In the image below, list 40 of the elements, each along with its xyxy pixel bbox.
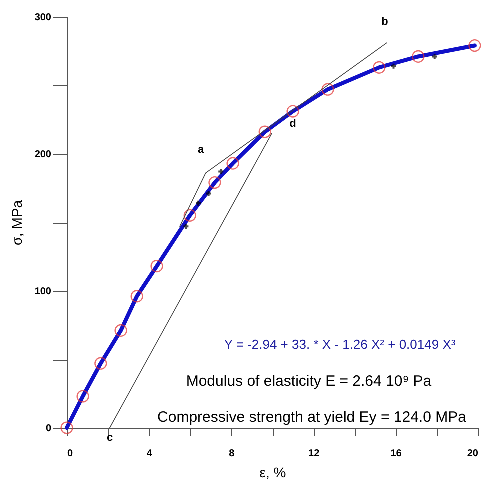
point [373, 61, 386, 74]
point [208, 176, 222, 190]
point [94, 357, 108, 370]
point [322, 83, 334, 96]
point [184, 224, 189, 230]
annotation: Compressive strength at yield Ey = 124.0 MPa [158, 409, 468, 426]
point [468, 39, 482, 52]
y-tick-label: 100 [34, 286, 52, 298]
x-tick-label: 16 [390, 448, 402, 460]
annotation: a [198, 144, 205, 156]
point [196, 200, 202, 206]
point [76, 390, 90, 403]
x-tick-label: 20 [467, 448, 479, 460]
annotation: d [290, 118, 296, 130]
point [114, 324, 128, 338]
annotation: Y = -2.94 + 33. * X - 1.26 X² + 0.0149 X³ [224, 337, 456, 352]
point [130, 290, 144, 303]
y-axis-title: σ, MPa [8, 200, 25, 246]
point [226, 157, 240, 170]
x-tick-label: 4 [146, 448, 153, 460]
point [286, 105, 300, 118]
point [258, 126, 272, 138]
point [412, 50, 425, 64]
point [184, 209, 196, 222]
x-tick-label: 12 [308, 448, 320, 460]
point [206, 191, 212, 196]
annotation: Modulus of elasticity E = 2.64 10⁹ Pa [186, 373, 432, 390]
x-tick-label: 8 [229, 448, 236, 460]
point [60, 422, 74, 434]
point [391, 64, 396, 69]
y-tick-label: 200 [34, 150, 52, 160]
point [218, 169, 224, 174]
point [150, 260, 164, 273]
y-tick-label: 300 [34, 12, 52, 24]
x-axis-title: ε, % [260, 464, 286, 480]
text: c [106, 432, 114, 444]
point [432, 54, 438, 60]
y-tick-label: 0 [46, 424, 52, 434]
x-tick-label: 0 [68, 448, 74, 460]
annotation: b [382, 16, 389, 28]
